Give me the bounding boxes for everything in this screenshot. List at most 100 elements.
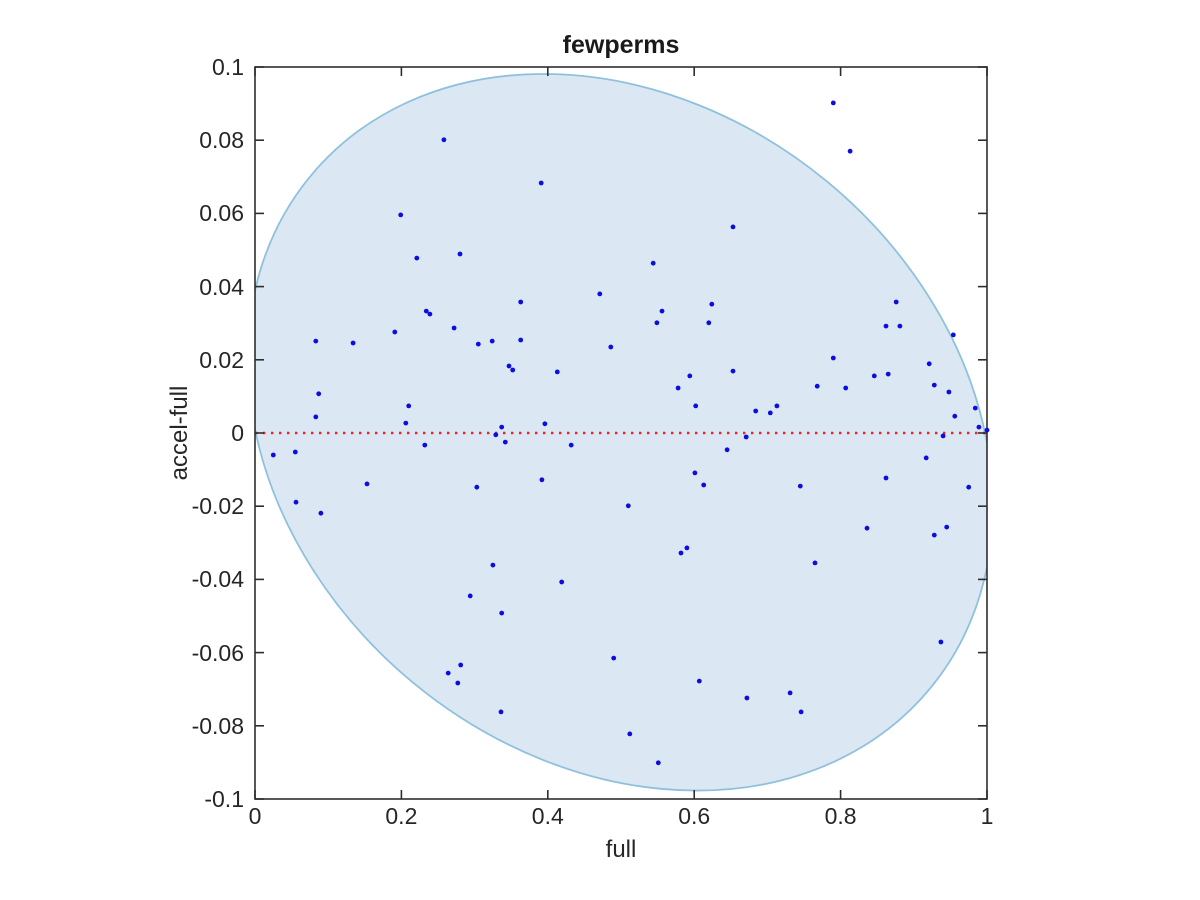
scatter-point [451, 325, 457, 331]
scatter-point [414, 255, 420, 261]
scatter-point [797, 483, 803, 489]
scatter-point [502, 439, 508, 445]
scatter-point [744, 695, 750, 701]
scatter-point [931, 382, 937, 388]
scatter-point [950, 332, 956, 338]
chart-title: fewperms [562, 31, 680, 59]
scatter-point [318, 510, 324, 516]
scatter-point [693, 403, 699, 409]
y-tick-label: -0.1 [204, 786, 244, 812]
scatter-point [475, 341, 481, 347]
scatter-point [938, 639, 944, 645]
scatter-point [678, 550, 684, 556]
scatter-point [864, 525, 870, 531]
scatter-point [767, 410, 773, 416]
scatter-point [931, 532, 937, 538]
x-tick-label: 0.4 [531, 803, 564, 829]
scatter-point [883, 475, 889, 481]
scatter-point [398, 212, 404, 218]
ellipse-layer [255, 73, 987, 792]
scatter-point [493, 432, 499, 438]
scatter-point [423, 308, 429, 314]
scatter-point [972, 405, 978, 411]
scatter-point [455, 680, 461, 686]
x-tick-label: 0.2 [385, 803, 418, 829]
scatter-point [893, 299, 899, 305]
scatter-point [445, 670, 451, 676]
y-tick-label: -0.02 [191, 493, 244, 520]
scatter-point [489, 338, 495, 344]
scatter-point [730, 224, 736, 230]
scatter-point [923, 455, 929, 461]
scatter-point [313, 414, 319, 420]
scatter-point [830, 355, 836, 361]
y-tick-label: 0.1 [212, 54, 244, 80]
scatter-point [885, 371, 891, 377]
scatter-point [926, 361, 932, 367]
y-tick-label: 0.06 [199, 200, 244, 227]
scatter-point [441, 137, 447, 143]
x-tick-label: 0.6 [678, 803, 711, 829]
scatter-point [696, 678, 702, 684]
scatter-point [506, 363, 512, 369]
scatter-point [798, 709, 804, 715]
scatter-point [724, 447, 730, 453]
scatter-point [675, 385, 681, 391]
y-tick-label: 0.02 [199, 346, 244, 373]
scatter-series [270, 100, 990, 766]
y-tick-label: -0.08 [191, 712, 244, 739]
scatter-point [316, 391, 322, 397]
scatter-point [406, 403, 412, 409]
scatter-point [458, 662, 464, 668]
scatter-point [871, 373, 877, 379]
scatter-point [474, 484, 480, 490]
scatter-point [940, 433, 946, 439]
scatter-point [510, 367, 516, 373]
scatter-point [625, 503, 631, 509]
scatter-point [350, 340, 356, 346]
scatter-point [313, 338, 319, 344]
scatter-point [654, 320, 660, 326]
scatter-point [490, 562, 496, 568]
scatter-point [499, 610, 505, 616]
y-tick-label: 0 [231, 420, 244, 446]
scatter-point [730, 368, 736, 374]
scatter-point [787, 690, 793, 696]
scatter-point [611, 655, 617, 661]
scatter-point [608, 344, 614, 350]
scatter-point [952, 413, 958, 419]
scatter-point [830, 100, 836, 106]
scatter-point [270, 452, 276, 458]
scatter-point [403, 420, 409, 426]
scatter-point [753, 408, 759, 414]
scatter-point [597, 291, 603, 297]
scatter-point [457, 251, 463, 257]
scatter-point [883, 323, 889, 329]
scatter-point [292, 449, 298, 455]
y-tick-label: 0.04 [199, 273, 244, 300]
scatter-point [499, 424, 505, 430]
scatter-point [984, 427, 990, 433]
x-axis-label: full [605, 836, 637, 863]
scatter-point [843, 385, 849, 391]
scatter-point [812, 560, 818, 566]
scatter-point [847, 148, 853, 154]
scatter-point [627, 731, 633, 737]
scatter-point [774, 403, 780, 409]
scatter-point [966, 484, 972, 490]
scatter-point [568, 442, 574, 448]
scatter-point [427, 311, 433, 317]
scatter-point [364, 481, 370, 487]
x-tick-label: 0 [248, 803, 262, 829]
scatter-point [538, 180, 544, 186]
scatter-point [422, 442, 428, 448]
confidence-ellipse [255, 73, 987, 792]
scatter-point [467, 593, 473, 599]
y-tick-label: -0.04 [191, 566, 244, 593]
scatter-point [709, 301, 715, 307]
scatter-point [655, 760, 661, 766]
scatter-point [518, 299, 524, 305]
scatter-point [498, 709, 504, 715]
scatter-point [692, 470, 698, 476]
